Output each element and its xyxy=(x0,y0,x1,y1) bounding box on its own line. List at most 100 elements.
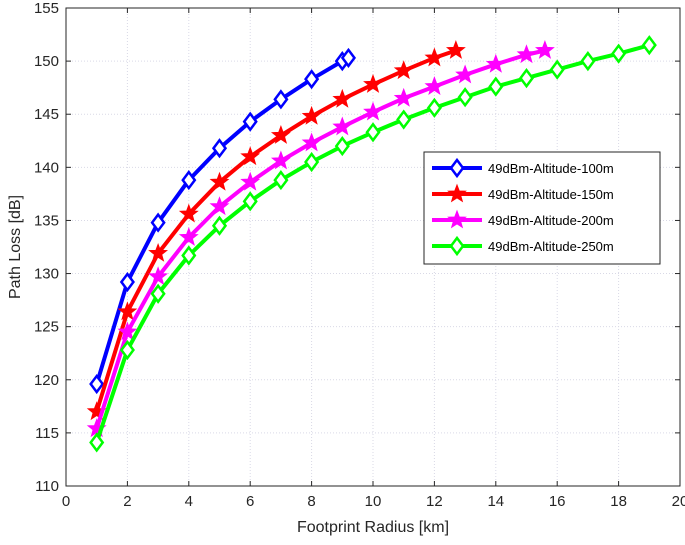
series-line xyxy=(94,48,546,430)
y-tick-label: 155 xyxy=(34,0,59,17)
data-point xyxy=(270,150,291,170)
legend-entry: 49dBm-Altitude-250m xyxy=(432,235,614,257)
legend-entry: 49dBm-Altitude-200m xyxy=(432,209,614,229)
x-tick-label: 0 xyxy=(62,493,70,510)
data-point xyxy=(334,136,350,157)
data-point xyxy=(301,132,322,152)
legend-entry: 49dBm-Altitude-100m xyxy=(432,157,614,179)
x-tick-label: 16 xyxy=(549,493,566,510)
legend-entry: 49dBm-Altitude-150m xyxy=(432,183,614,203)
data-point xyxy=(273,169,289,191)
legend-marker xyxy=(447,183,467,203)
y-tick-label: 145 xyxy=(34,106,59,123)
data-point xyxy=(273,89,289,110)
legend-label: 49dBm-Altitude-250m xyxy=(488,239,614,254)
legend-marker xyxy=(449,157,465,179)
data-point xyxy=(641,35,657,56)
y-tick-label: 110 xyxy=(35,478,59,495)
x-tick-label: 10 xyxy=(365,493,382,510)
legend: 49dBm-Altitude-100m 49dBm-Altitude-150m 49… xyxy=(423,151,661,265)
y-tick-label: 140 xyxy=(34,159,59,176)
y-tick-label: 135 xyxy=(34,212,59,229)
data-point xyxy=(89,432,105,453)
data-point xyxy=(301,105,322,125)
series-3 xyxy=(89,35,657,453)
legend-label: 49dBm-Altitude-100m xyxy=(488,161,614,176)
data-point xyxy=(549,59,565,80)
data-point xyxy=(393,87,414,107)
series-0 xyxy=(89,47,357,395)
data-point xyxy=(304,151,320,173)
data-point xyxy=(211,215,228,236)
data-point xyxy=(363,101,383,121)
x-tick-label: 14 xyxy=(487,493,504,510)
data-point xyxy=(396,109,412,130)
data-point xyxy=(209,196,230,216)
data-point xyxy=(332,88,353,108)
data-point xyxy=(148,266,169,286)
data-point xyxy=(455,64,476,84)
legend-label: 49dBm-Altitude-150m xyxy=(488,187,614,202)
data-point xyxy=(178,203,199,223)
x-tick-label: 6 xyxy=(246,493,254,510)
data-point xyxy=(488,76,504,97)
data-point xyxy=(181,245,197,266)
x-tick-label: 20 xyxy=(672,493,685,510)
series-1 xyxy=(86,40,466,421)
data-point xyxy=(209,171,230,191)
data-point xyxy=(150,283,166,304)
data-point xyxy=(457,87,473,108)
y-axis-label: Path Loss [dB] xyxy=(7,195,24,299)
data-point xyxy=(148,242,169,262)
y-tick-label: 150 xyxy=(34,53,59,70)
y-tick-label: 115 xyxy=(35,425,59,442)
x-tick-label: 4 xyxy=(185,493,193,510)
data-point xyxy=(178,227,199,246)
legend-label: 49dBm-Altitude-200m xyxy=(488,213,614,228)
data-point xyxy=(240,171,261,191)
data-point xyxy=(340,47,357,69)
legend-marker xyxy=(447,209,467,229)
data-point xyxy=(580,51,596,72)
data-point xyxy=(181,169,197,191)
data-point xyxy=(211,138,228,159)
y-tick-label: 130 xyxy=(34,266,59,283)
series-line xyxy=(94,56,350,385)
data-point xyxy=(535,40,555,59)
data-point xyxy=(117,321,138,341)
data-point xyxy=(393,60,414,80)
data-point xyxy=(270,125,291,144)
data-point xyxy=(240,146,261,166)
y-tick-label: 125 xyxy=(34,319,59,336)
series-layer xyxy=(86,35,657,453)
x-tick-label: 12 xyxy=(426,493,443,510)
data-point xyxy=(117,301,138,321)
x-tick-label: 2 xyxy=(123,493,131,510)
y-tick-label: 120 xyxy=(34,372,59,389)
data-point xyxy=(150,212,166,233)
tick-layer: 0 2 4 6 8 10 12 14 16 18 20 110 115 120 125 130 135 140 14… xyxy=(34,0,685,510)
data-point xyxy=(426,97,442,118)
data-point xyxy=(119,339,135,361)
data-point xyxy=(365,122,381,143)
data-point xyxy=(242,191,258,212)
data-point xyxy=(518,68,535,89)
data-point xyxy=(424,47,445,67)
data-point xyxy=(611,43,627,64)
data-point xyxy=(445,40,466,59)
x-tick-label: 8 xyxy=(307,493,315,510)
data-point xyxy=(89,373,105,395)
x-tick-label: 18 xyxy=(610,493,627,510)
data-point xyxy=(119,271,135,293)
data-point xyxy=(363,74,383,93)
data-point xyxy=(485,53,506,73)
data-point xyxy=(304,69,320,90)
data-point xyxy=(516,44,537,64)
x-axis-label: Footprint Radius [km] xyxy=(297,519,449,536)
legend-marker xyxy=(449,235,465,257)
data-point xyxy=(242,111,258,132)
data-point xyxy=(424,76,445,96)
data-point xyxy=(332,116,353,136)
